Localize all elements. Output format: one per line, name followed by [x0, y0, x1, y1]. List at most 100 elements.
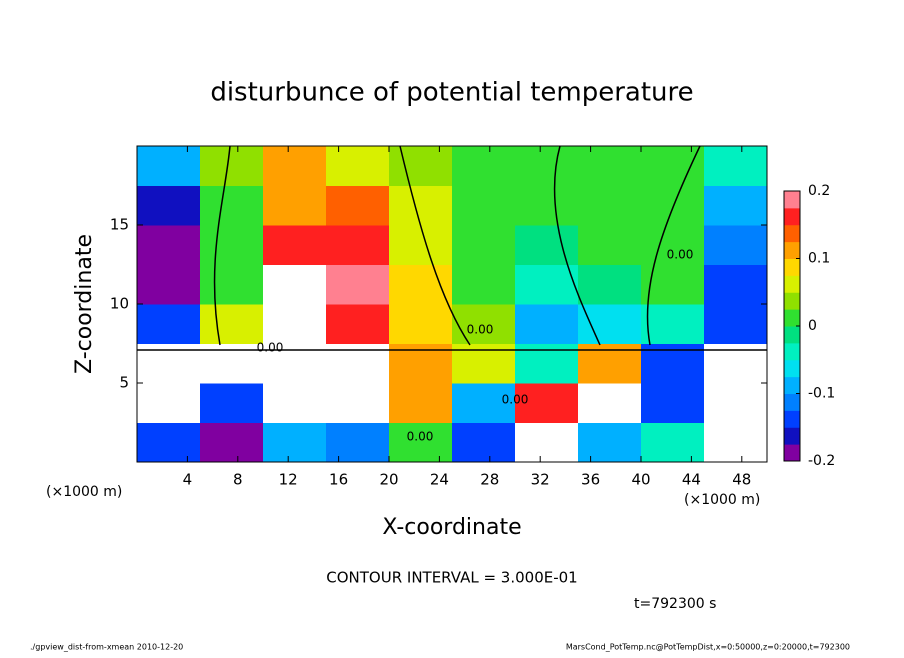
contour-cell: [452, 146, 516, 186]
contour-cell: [326, 304, 390, 344]
contour-cell: [200, 146, 264, 186]
contour-cell: [578, 185, 642, 226]
contour-line: [213, 145, 231, 346]
colorbar-segment: [784, 342, 800, 361]
contour-cell: [389, 264, 453, 305]
contour-cell: [389, 225, 453, 265]
colorbar-tick-label: -0.1: [808, 386, 835, 402]
contour-cell: [200, 264, 264, 305]
y-axis-label: Z-coordinate: [72, 234, 97, 374]
contour-label: 0.00: [407, 430, 434, 444]
contour-cell: [389, 383, 453, 423]
colorbar-segment: [784, 224, 800, 243]
contour-cell: [452, 225, 516, 265]
x-unit: (×1000 m): [46, 484, 122, 500]
x-tick-label: 20: [379, 471, 398, 489]
contour-cell: [326, 422, 390, 463]
x-unit: (×1000 m): [684, 492, 760, 508]
contour-cell: [515, 304, 579, 344]
contour-cell: [263, 225, 327, 265]
time-label: t=792300 s: [634, 596, 716, 612]
contour-cell: [704, 225, 768, 265]
colorbar-segment: [784, 191, 800, 209]
contour-label: 0.00: [257, 341, 284, 355]
colorbar-tick-label: 0.2: [808, 183, 830, 199]
contour-cell: [137, 146, 201, 186]
contour-cell: [263, 422, 327, 463]
contour-cell: [578, 225, 642, 265]
contour-cell: [200, 304, 264, 344]
contour-cell: [452, 383, 516, 423]
contour-cell: [704, 264, 768, 305]
x-tick-label: 28: [480, 471, 499, 489]
contour-cell: [578, 146, 642, 186]
contour-cell: [137, 185, 201, 226]
colorbar-segment: [784, 376, 800, 394]
contour-cell: [263, 264, 327, 305]
colorbar-segment: [784, 241, 800, 259]
contour-label: 0.00: [502, 393, 529, 407]
contour-cell: [200, 185, 264, 226]
contour-cell: [641, 304, 705, 344]
contour-cell: [137, 304, 201, 344]
contour-cell: [641, 383, 705, 423]
x-tick-label: 8: [233, 471, 243, 489]
contour-cell: [515, 185, 579, 226]
contour-cell: [515, 383, 579, 423]
x-tick-label: 36: [581, 471, 600, 489]
contour-cell: [704, 146, 768, 186]
x-axis-label: X-coordinate: [382, 515, 521, 540]
contour-label: 0.00: [667, 248, 694, 262]
contour-cell: [515, 422, 579, 463]
colorbar-segment: [784, 292, 800, 310]
colorbar-segment: [784, 359, 800, 378]
colorbar-segment: [784, 410, 800, 428]
colorbar-segment: [784, 258, 800, 276]
x-tick-label: 48: [732, 471, 751, 489]
contour-cell: [641, 225, 705, 265]
y-tick-label: 15: [110, 216, 129, 234]
contour-cell: [641, 422, 705, 463]
contour-cell: [326, 185, 390, 226]
colorbar-segment: [784, 207, 800, 226]
x-tick-label: 16: [329, 471, 348, 489]
contour-cell: [389, 185, 453, 226]
contour-cell: [326, 225, 390, 265]
x-tick-label: 44: [682, 471, 701, 489]
footer-right: MarsCond_PotTemp.nc@PotTempDist,x=0:5000…: [566, 643, 850, 652]
contour-cell: [641, 264, 705, 305]
contour-cell: [326, 264, 390, 305]
contour-cell: [452, 185, 516, 226]
contour-cell: [137, 225, 201, 265]
footer-left: ./gpview_dist-from-xmean 2010-12-20: [30, 643, 183, 652]
contour-cell: [704, 185, 768, 226]
y-tick-label: 10: [110, 295, 129, 313]
contour-cell: [137, 383, 201, 423]
contour-cell: [389, 304, 453, 344]
contour-cell: [326, 383, 390, 423]
colorbar-segment: [784, 393, 800, 411]
contour-cell: [578, 304, 642, 344]
colorbar-segment: [784, 444, 800, 462]
colorbar-segment: [784, 275, 800, 293]
contour-cell: [200, 422, 264, 463]
colorbar-tick-label: -0.2: [808, 453, 835, 469]
contour-cell: [137, 264, 201, 305]
contour-cell: [389, 146, 453, 186]
contour-cell: [704, 422, 768, 463]
colorbar-segment: [784, 427, 800, 445]
x-tick-label: 4: [183, 471, 193, 489]
contour-cell: [263, 146, 327, 186]
contour-cell: [578, 264, 642, 305]
contour-cell: [452, 304, 516, 344]
contour-label: 0.00: [467, 323, 494, 337]
x-tick-label: 32: [531, 471, 550, 489]
contour-cell: [641, 185, 705, 226]
y-tick-label: 5: [119, 374, 129, 392]
contour-cell: [389, 422, 453, 463]
contour-cell: [452, 422, 516, 463]
contour-cell: [641, 146, 705, 186]
contour-cell: [263, 185, 327, 226]
contour-cell: [704, 304, 768, 344]
